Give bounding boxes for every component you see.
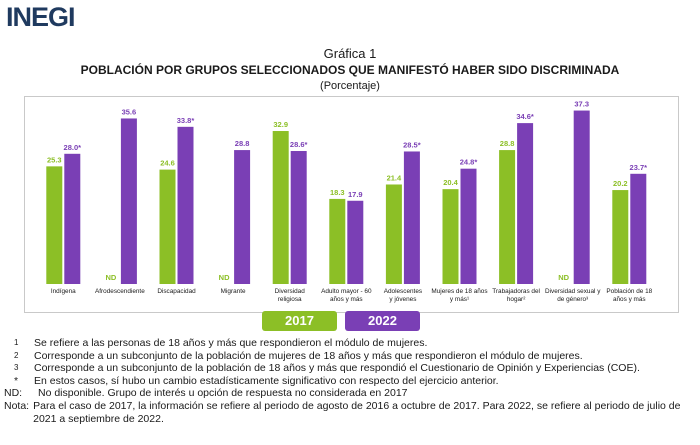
bar-2017 bbox=[329, 198, 346, 284]
footnote-key: * bbox=[14, 374, 19, 387]
footnote-text: Se refiere a las personas de 18 años y m… bbox=[34, 337, 428, 349]
data-label-2022: 37.3 bbox=[574, 100, 589, 109]
chart-number: Gráfica 1 bbox=[323, 46, 377, 61]
category-label: Diversidad sexual y bbox=[545, 288, 601, 295]
bar-2017 bbox=[499, 150, 516, 284]
data-label-2017: 24.6 bbox=[160, 159, 175, 168]
footnote-key: 1 bbox=[14, 338, 19, 347]
footnotes: 1 Se refiere a las personas de 18 años y… bbox=[4, 337, 694, 425]
nd-label-2017: ND bbox=[105, 273, 116, 282]
data-label-2022: 35.6 bbox=[122, 107, 137, 116]
category-label: Adulto mayor - 60 bbox=[321, 288, 372, 295]
data-label-2022: 34.6* bbox=[516, 112, 534, 121]
legend-2022: 2022 bbox=[345, 311, 420, 331]
bar-2022 bbox=[347, 200, 364, 284]
bar-2022 bbox=[573, 110, 590, 285]
footnote-significance: * En estos casos, sí hubo un cambio esta… bbox=[4, 375, 694, 388]
footnote-1: 1 Se refiere a las personas de 18 años y… bbox=[4, 337, 694, 350]
nd-label-2017: ND bbox=[558, 273, 569, 282]
bar-2017 bbox=[385, 184, 402, 284]
chart-title: POBLACIÓN POR GRUPOS SELECCIONADOS QUE M… bbox=[80, 63, 620, 77]
data-label-2022: 17.9 bbox=[348, 190, 363, 199]
category-label: Adolescentes bbox=[384, 288, 422, 295]
data-label-2017: 18.3 bbox=[330, 188, 345, 197]
data-label-2022: 28.5* bbox=[403, 140, 421, 149]
footnote-nd: ND: No disponible. Grupo de interés u op… bbox=[4, 387, 694, 400]
bar-2022 bbox=[177, 126, 194, 284]
footnote-key: ND: bbox=[4, 387, 23, 400]
footnote-3: 3 Corresponde a un subconjunto de la pob… bbox=[4, 362, 694, 375]
inegi-logo: INEGI bbox=[6, 2, 76, 32]
bar-2017 bbox=[46, 166, 63, 284]
legend-2017: 2017 bbox=[262, 311, 337, 331]
category-label: y más¹ bbox=[450, 296, 469, 303]
category-label: Trabajadoras del bbox=[492, 288, 540, 295]
footnote-text: No disponible. Grupo de interés u opción… bbox=[38, 387, 408, 400]
footnote-text: Para el caso de 2017, la información se … bbox=[33, 399, 681, 425]
bar-2022 bbox=[403, 151, 420, 284]
category-label: Mujeres de 18 años bbox=[431, 288, 487, 295]
footnote-key: 3 bbox=[14, 363, 19, 373]
category-label: Diversidad bbox=[275, 288, 306, 295]
category-label: Migrante bbox=[221, 288, 246, 295]
category-label: Población de 18 bbox=[606, 288, 652, 295]
bar-2017 bbox=[272, 131, 289, 284]
category-label: de género³ bbox=[557, 296, 588, 303]
footnote-text: En estos casos, sí hubo un cambio estadí… bbox=[34, 374, 499, 387]
bar-2017 bbox=[442, 189, 459, 284]
bar-2022 bbox=[290, 151, 307, 284]
nd-label-2017: ND bbox=[219, 273, 230, 282]
data-label-2022: 28.8 bbox=[235, 139, 250, 148]
data-label-2017: 25.3 bbox=[47, 155, 62, 164]
category-label: Indígena bbox=[51, 288, 76, 295]
category-label: religiosa bbox=[278, 296, 302, 303]
bar-2022 bbox=[64, 153, 81, 284]
data-label-2017: 20.2 bbox=[613, 179, 628, 188]
category-label: años y más bbox=[330, 296, 363, 303]
bar-chart: 25.328.0* Indígena ND 35.6 Afrodescendiente 2… bbox=[46, 100, 653, 303]
bar-2017 bbox=[612, 190, 629, 284]
data-label-2022: 28.6* bbox=[290, 140, 308, 149]
bar-2022 bbox=[460, 168, 477, 284]
footnote-nota: Nota: Para el caso de 2017, la informaci… bbox=[4, 400, 694, 425]
category-label: hogar² bbox=[507, 296, 525, 303]
data-label-2017: 28.8 bbox=[500, 139, 515, 148]
data-label-2022: 28.0* bbox=[64, 143, 82, 152]
bar-2022 bbox=[630, 173, 647, 284]
data-label-2022: 23.7* bbox=[630, 163, 648, 172]
chart-subtitle: (Porcentaje) bbox=[320, 80, 380, 92]
footnote-key: Nota: bbox=[4, 399, 30, 412]
data-label-2022: 24.8* bbox=[460, 158, 478, 167]
data-label-2022: 33.8* bbox=[177, 116, 195, 125]
data-label-2017: 21.4 bbox=[387, 173, 402, 182]
category-label: y jóvenes bbox=[389, 296, 416, 303]
category-label: años y más bbox=[613, 296, 646, 303]
footnote-key: 2 bbox=[14, 350, 19, 360]
footnote-text: Corresponde a un subconjunto de la pobla… bbox=[34, 362, 640, 375]
bar-2022 bbox=[120, 118, 137, 285]
data-label-2017: 20.4 bbox=[443, 178, 458, 187]
bar-2022 bbox=[234, 150, 251, 284]
category-label: Afrodescendiente bbox=[95, 288, 145, 295]
bar-2022 bbox=[517, 123, 534, 284]
bar-2017 bbox=[159, 169, 176, 284]
chart-frame: 25.3 28.0* Indígena ND 35.6 Afrodescendiente 2… bbox=[24, 96, 679, 313]
category-label: Discapacidad bbox=[157, 288, 196, 295]
footnote-2: 2 Corresponde a un subconjunto de la pob… bbox=[4, 350, 694, 363]
footnote-text: Corresponde a un subconjunto de la pobla… bbox=[34, 349, 583, 362]
data-label-2017: 32.9 bbox=[273, 120, 288, 129]
